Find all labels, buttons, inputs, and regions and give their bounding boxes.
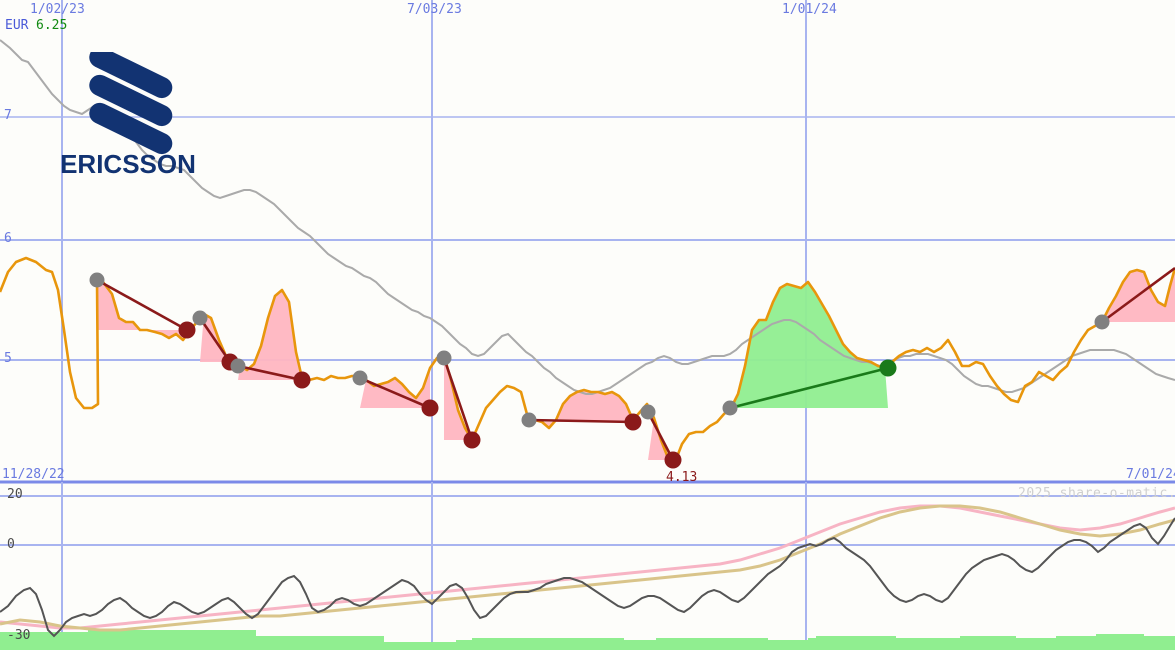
x-axis-date-3: 1/01/24 xyxy=(782,2,837,17)
low-price-annotation: 4.13 xyxy=(666,470,698,485)
trade-markers[interactable] xyxy=(89,272,1110,469)
y-axis-tick-6: 6 xyxy=(4,231,12,246)
x-axis-date-1: 1/02/23 xyxy=(30,2,85,17)
moving-average-line xyxy=(0,39,1175,395)
indicator-tick-0: 0 xyxy=(7,537,15,552)
trade-trend-lines xyxy=(96,266,1175,461)
y-axis-tick-7: 7 xyxy=(4,108,12,123)
indicator-tick-neg30: -30 xyxy=(7,628,31,643)
y-axis-tick-5: 5 xyxy=(4,351,12,366)
lower-panel-date-left: 11/28/22 xyxy=(2,467,65,482)
watermark: 2025 share-o-matic.com xyxy=(1018,486,1175,501)
last-price-label: 6.25 xyxy=(36,18,68,33)
indicator-panel-series xyxy=(0,504,1175,650)
trade-fill-areas xyxy=(97,268,1175,460)
lower-panel-date-right: 7/01/24 xyxy=(1126,467,1175,482)
x-axis-date-2: 7/03/23 xyxy=(407,2,462,17)
currency-label: EUR xyxy=(5,18,29,33)
indicator-tick-20: 20 xyxy=(7,487,23,502)
